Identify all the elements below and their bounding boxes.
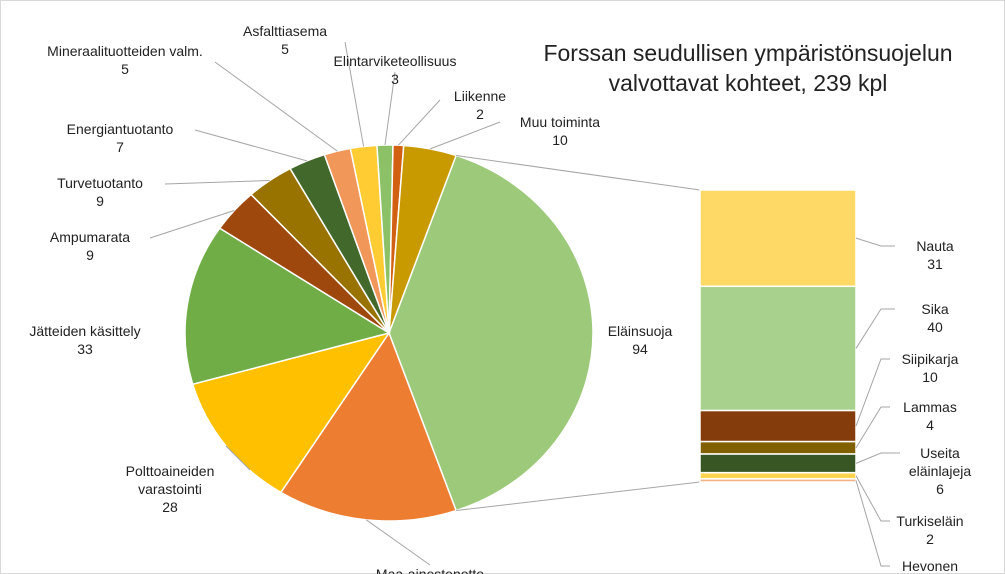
bar-segment	[699, 285, 857, 412]
pie-slice	[184, 227, 391, 386]
label-value: 10	[922, 369, 938, 385]
data-label: Turvetuotanto 9	[57, 174, 143, 210]
label-name: Turvetuotanto	[57, 175, 143, 191]
data-label: Lammas 4	[903, 398, 957, 434]
label-value: 7	[116, 139, 124, 155]
data-label: Mineraalituotteiden valm. 5	[47, 42, 203, 78]
data-label: Hevonen1	[902, 557, 958, 574]
label-name: Mineraalituotteiden valm.	[47, 43, 203, 59]
leader-line	[214, 61, 338, 152]
label-value: 2	[926, 531, 934, 547]
label-name: Lammas	[903, 399, 957, 415]
pie-slice	[279, 331, 458, 522]
data-label: Nauta 31	[916, 237, 953, 273]
pie-slice	[388, 144, 458, 334]
label-value: 5	[281, 41, 289, 57]
label-value: 33	[77, 341, 93, 357]
data-label: Jätteiden käsittely 33	[29, 322, 140, 358]
data-label: Ampumarata 9	[50, 228, 130, 264]
leader-line	[225, 445, 251, 471]
leader-line	[365, 519, 431, 566]
label-name: Asfalttiasema	[242, 23, 328, 39]
leader-line	[855, 452, 900, 464]
leader-line	[384, 71, 396, 146]
label-value: 3	[391, 71, 399, 87]
leader-line	[194, 129, 308, 162]
bar-segment	[699, 453, 857, 474]
label-value: 10	[552, 132, 568, 148]
data-label: Liikenne 2	[454, 87, 506, 123]
bar-segment	[699, 440, 857, 455]
data-label: Siipikarja 10	[902, 350, 959, 386]
label-name: Energiantuotanto	[66, 121, 174, 137]
data-label: Maa-ainestenotto34	[376, 565, 484, 574]
connector-line	[456, 481, 701, 512]
leader-line	[855, 237, 895, 247]
label-name: Ampumarata	[49, 229, 131, 245]
chart-title: Forssan seudullisen ympäristönsuojelun v…	[543, 40, 953, 96]
data-label: Muu toiminta 10	[520, 113, 600, 149]
label-value: 94	[632, 341, 648, 357]
data-label: Sika 40	[921, 300, 948, 336]
bar-segment	[699, 478, 857, 483]
label-name: Useita eläinlajeja	[908, 445, 972, 479]
leader-line	[344, 41, 365, 147]
data-label: Useita eläinlajeja 6	[908, 444, 973, 498]
label-value: 9	[96, 193, 104, 209]
label-value: 31	[927, 256, 943, 272]
label-name: Jätteiden käsittely	[29, 323, 141, 339]
label-value: 2	[476, 106, 484, 122]
label-value: 9	[86, 247, 94, 263]
connector-line	[456, 154, 701, 191]
label-name: Nauta	[916, 238, 954, 254]
label-value: 5	[121, 61, 129, 77]
data-label: Polttoaineiden varastointi 28	[110, 462, 230, 516]
bar-segment	[699, 471, 857, 480]
label-name: Maa-ainestenotto	[375, 566, 485, 574]
label-value: 28	[162, 499, 178, 515]
label-name: Sika	[921, 301, 949, 317]
label-value: 40	[927, 319, 943, 335]
label-name: Liikenne	[453, 88, 507, 104]
data-label: Energiantuotanto 7	[67, 120, 174, 156]
data-label: Asfalttiasema 5	[243, 22, 327, 58]
data-label: Elintarviketeollisuus 3	[334, 52, 457, 88]
leader-line	[855, 358, 890, 427]
label-name: Polttoaineiden varastointi	[125, 463, 215, 497]
pie-slice	[388, 154, 594, 512]
leader-line	[855, 406, 890, 449]
bar-segment	[699, 409, 857, 443]
label-value: 4	[926, 417, 934, 433]
leader-line	[855, 480, 890, 567]
label-name: Hevonen	[901, 558, 959, 574]
label-name: Siipikarja	[901, 351, 959, 367]
bar-segment	[699, 189, 857, 288]
leader-line	[398, 99, 441, 146]
label-name: Eläinsuoja	[607, 323, 673, 339]
data-label: Eläinsuoja 94	[608, 322, 673, 358]
label-name: Elintarviketeollisuus	[333, 53, 457, 69]
label-name: Turkiseläin	[896, 513, 964, 529]
leader-line	[855, 308, 895, 349]
data-label: Turkiseläin 2	[896, 512, 963, 548]
leader-line	[855, 475, 890, 522]
leader-line	[149, 210, 235, 239]
leader-line	[430, 121, 501, 150]
label-value: 6	[936, 481, 944, 497]
label-name: Muu toiminta	[519, 114, 601, 130]
leader-line	[164, 179, 270, 185]
